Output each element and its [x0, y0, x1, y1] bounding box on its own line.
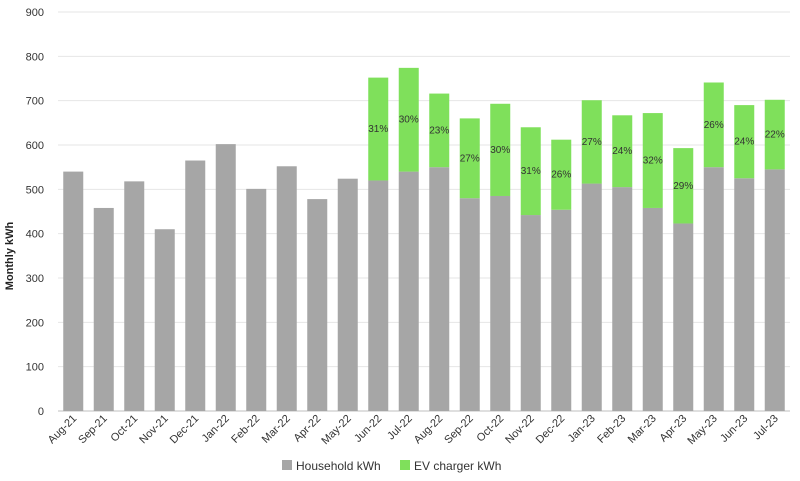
y-tick-label: 900	[26, 7, 44, 19]
bar-household	[337, 178, 358, 411]
bar-ev-charger	[703, 82, 724, 168]
bar-household	[368, 180, 389, 411]
bar-ev-charger	[612, 115, 633, 188]
legend-label: EV charger kWh	[414, 459, 501, 473]
x-tick-label: Sep-22	[442, 413, 476, 447]
x-axis: Aug-21Sep-21Oct-21Nov-21Dec-21Jan-22Feb-…	[46, 413, 781, 447]
bar-ev-charger	[368, 77, 389, 181]
bar-ev-charger	[459, 118, 480, 199]
y-tick-label: 200	[26, 317, 44, 329]
bar-household	[93, 207, 114, 411]
x-tick-label: Oct-22	[475, 413, 507, 445]
y-tick-label: 700	[26, 96, 44, 108]
bar-ev-charger	[520, 127, 541, 216]
x-tick-label: May-22	[319, 413, 353, 447]
bar-ev-charger	[581, 100, 602, 184]
legend: Household kWh EV charger kWh	[282, 459, 501, 473]
bar-household	[154, 229, 175, 411]
ev-share-label: 31%	[521, 166, 541, 177]
x-tick-label: Feb-22	[229, 413, 262, 446]
x-tick-label: Jan-22	[200, 413, 232, 445]
y-tick-label: 100	[26, 362, 44, 374]
y-tick-label: 800	[26, 51, 44, 63]
x-tick-label: Apr-22	[292, 413, 324, 445]
bar-household	[642, 207, 663, 411]
y-tick-label: 600	[26, 140, 44, 152]
x-tick-label: Apr-23	[658, 413, 690, 445]
ev-share-label: 26%	[704, 120, 724, 131]
x-tick-label: Nov-22	[503, 413, 537, 447]
x-tick-label: Dec-21	[168, 413, 202, 447]
ev-share-label: 22%	[765, 130, 785, 141]
bar-household	[703, 167, 724, 411]
ev-share-label: 31%	[368, 124, 388, 135]
ev-share-label: 29%	[673, 181, 693, 192]
bar-ev-charger	[490, 103, 511, 196]
ev-share-label: 24%	[734, 137, 754, 148]
legend-swatch	[400, 460, 410, 470]
x-tick-label: Aug-21	[46, 413, 80, 447]
bar-household	[764, 169, 785, 411]
y-tick-label: 500	[26, 184, 44, 196]
bar-ev-charger	[673, 148, 694, 224]
x-tick-label: Jun-23	[718, 413, 750, 445]
x-tick-label: Sep-21	[76, 413, 110, 447]
bar-household	[520, 215, 541, 411]
x-tick-label: Mar-22	[260, 413, 293, 446]
x-tick-label: Mar-23	[626, 413, 659, 446]
legend-label: Household kWh	[296, 459, 381, 473]
ev-share-label: 27%	[460, 153, 480, 164]
x-tick-label: Feb-23	[595, 413, 628, 446]
bar-household	[490, 195, 511, 411]
ev-share-label: 30%	[490, 145, 510, 156]
bar-household	[63, 171, 84, 411]
y-tick-label: 300	[26, 273, 44, 285]
bar-household	[551, 209, 572, 411]
gridlines	[58, 11, 790, 412]
ev-share-label: 32%	[643, 156, 663, 167]
x-tick-label: Jul-22	[385, 413, 415, 443]
bar-household	[124, 181, 145, 411]
bar-household	[215, 144, 236, 411]
ev-share-label: 26%	[551, 170, 571, 181]
bar-ev-charger	[429, 93, 450, 168]
bar-ev-charger	[398, 67, 419, 172]
x-tick-label: Jan-23	[566, 413, 598, 445]
bar-ev-charger	[764, 99, 785, 170]
bar-ev-charger	[734, 105, 755, 179]
bar-household	[276, 166, 297, 411]
bar-household	[398, 171, 419, 411]
x-tick-label: Aug-22	[412, 413, 446, 447]
bar-household	[307, 199, 328, 411]
ev-share-label: 27%	[582, 137, 602, 148]
legend-swatch	[282, 460, 292, 470]
bar-household	[185, 160, 206, 411]
y-axis: 0 100 200 300 400 500 600 700 800 900	[26, 7, 44, 418]
bar-household	[459, 198, 480, 411]
x-tick-label: Jul-23	[751, 413, 781, 443]
y-tick-label: 0	[38, 406, 44, 418]
ev-share-label: 24%	[612, 146, 632, 157]
ev-share-label: 23%	[429, 125, 449, 136]
bar-household	[612, 187, 633, 411]
bar-household	[673, 223, 694, 411]
y-axis-title: Monthly kWh	[4, 222, 16, 291]
ev-share-label: 30%	[399, 115, 419, 126]
x-tick-label: Oct-21	[109, 413, 141, 445]
x-tick-label: May-23	[685, 413, 719, 447]
bar-ev-charger	[642, 113, 663, 208]
bar-household	[581, 183, 602, 411]
bars: 31% 30% 23% 27% 30% 31% 26% 27% 24% 32% 29% 26% 24% 2…	[63, 67, 785, 411]
y-tick-label: 400	[26, 229, 44, 241]
x-tick-label: Dec-22	[534, 413, 568, 447]
x-tick-label: Nov-21	[137, 413, 171, 447]
bar-household	[734, 178, 755, 411]
x-tick-label: Jun-22	[352, 413, 384, 445]
bar-ev-charger	[551, 139, 572, 210]
bar-household	[246, 188, 267, 411]
bar-household	[429, 167, 450, 411]
